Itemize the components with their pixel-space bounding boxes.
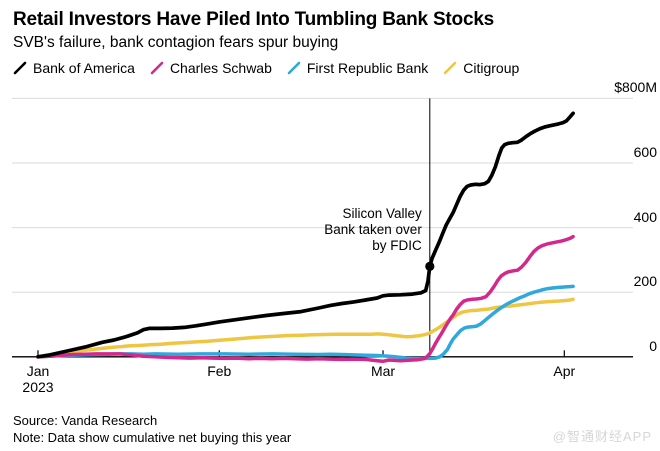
- legend-item-charles-schwab: Charles Schwab: [150, 60, 272, 76]
- legend: Bank of America Charles Schwab First Rep…: [13, 60, 519, 76]
- line-swatch-icon: [13, 61, 27, 75]
- line-swatch-icon: [150, 61, 164, 75]
- line-swatch-icon: [287, 61, 301, 75]
- series-bank-of-america: [36, 111, 575, 359]
- x-axis-label: Jan 2023: [10, 363, 66, 395]
- x-axis-label: Mar: [370, 362, 396, 379]
- note-text: Note: Data show cumulative net buying th…: [13, 430, 292, 445]
- y-axis-label: 0: [649, 337, 657, 354]
- annotation-line: Bank taken over: [324, 222, 422, 237]
- svb-event-dot: [425, 261, 435, 271]
- line-swatch-icon: [443, 61, 457, 75]
- y-axis-label: 400: [633, 208, 657, 225]
- legend-label: First Republic Bank: [306, 60, 429, 76]
- legend-label: Citigroup: [463, 60, 520, 76]
- annotation-line: by FDIC: [372, 238, 422, 253]
- legend-item-citigroup: Citigroup: [443, 60, 519, 76]
- series-citigroup: [36, 297, 575, 359]
- legend-label: Bank of America: [33, 60, 135, 76]
- annotation-line: Silicon Valley: [342, 206, 422, 221]
- chart-title: Retail Investors Have Piled Into Tumblin…: [13, 9, 495, 30]
- y-axis-label: 200: [633, 273, 657, 290]
- y-axis-label: 600: [633, 144, 657, 160]
- x-axis-label: Feb: [207, 362, 232, 379]
- svb-annotation: Silicon Valley Bank taken over by FDIC: [324, 206, 422, 254]
- series-first-republic-bank: [36, 284, 575, 361]
- x-axis-label: Apr: [553, 362, 576, 379]
- y-axis-label: $800M: [614, 79, 657, 96]
- series-charles-schwab: [36, 234, 575, 364]
- watermark: @智通财经APP: [552, 429, 652, 444]
- x-axis-sublabel: 2023: [22, 378, 54, 395]
- source-text: Source: Vanda Research: [13, 413, 158, 428]
- legend-label: Charles Schwab: [169, 60, 272, 76]
- legend-item-bank-of-america: Bank of America: [13, 60, 135, 76]
- chart-subtitle: SVB's failure, bank contagion fears spur…: [13, 34, 339, 51]
- legend-item-first-republic: First Republic Bank: [287, 60, 428, 76]
- footer-notes: Source: Vanda Research Note: Data show c…: [13, 412, 291, 446]
